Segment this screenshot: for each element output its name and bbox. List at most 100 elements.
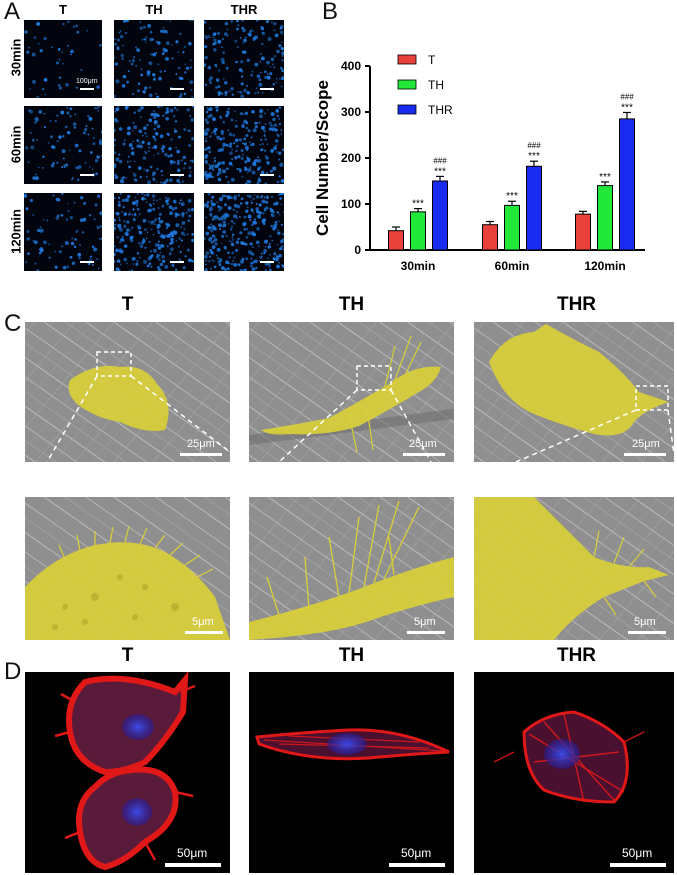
- micrograph-scale-bar: [170, 174, 184, 176]
- y-tick-label: 300: [341, 105, 361, 119]
- micrograph-nuclei: [204, 20, 284, 98]
- sem-t-zoom-scale-bar: [185, 631, 223, 634]
- sem-t-overview-scale-label: 25μm: [187, 438, 215, 450]
- panel-d-letter: D: [4, 658, 22, 685]
- panel-c-col-header-thr: THR: [556, 294, 597, 315]
- micrograph-thr-60min: [204, 106, 284, 184]
- legend-swatch-th: [397, 79, 417, 90]
- panel-c-letter: C: [4, 310, 22, 337]
- significance-stars: ***: [621, 102, 633, 113]
- confocal-th-scale-label: 50μm: [401, 846, 432, 860]
- sem-t-zoom-scale-label: 5μm: [192, 616, 214, 628]
- panel-a-col-header-thr: THR: [230, 2, 258, 17]
- y-tick-label: 400: [341, 59, 361, 73]
- micrograph-scale-bar: [260, 261, 274, 263]
- y-tick-label: 0: [354, 243, 361, 257]
- sem-t-overview: 25μm: [25, 322, 230, 462]
- bar-thr-60min: [526, 165, 542, 251]
- sem-th-overview-scale-bar: [403, 453, 445, 456]
- micrograph-th-120min: [114, 193, 194, 271]
- confocal-t-scale-label: 50μm: [177, 846, 208, 860]
- x-tick-label: 60min: [495, 259, 530, 273]
- bar-th-120min: [597, 185, 613, 251]
- panel-a-letter: A: [4, 0, 21, 25]
- bar-t-60min: [482, 224, 498, 251]
- sem-thr-overview-image: [474, 322, 674, 462]
- micrograph-nuclei: [204, 193, 284, 271]
- bar-thr-120min: [619, 118, 635, 251]
- sem-t-zoom-image: [25, 497, 230, 640]
- legend-label-th: TH: [428, 78, 444, 92]
- micrograph-nuclei: [114, 106, 194, 184]
- panel-a-row-header-30min: 30min: [8, 38, 24, 77]
- confocal-thr-scale-bar: [610, 863, 666, 867]
- sem-th-overview-scale-label: 25μm: [409, 438, 437, 450]
- confocal-th: 50μm: [249, 672, 454, 873]
- micrograph-scale-label: 100μm: [76, 78, 98, 85]
- micrograph-scale-bar: [80, 261, 94, 263]
- bar-t-120min: [575, 213, 591, 251]
- legend-label-thr: THR: [428, 103, 453, 117]
- legend-swatch-t: [397, 54, 417, 65]
- bar-t-30min: [388, 230, 404, 251]
- panel-b-letter: B: [322, 0, 339, 25]
- sem-thr-zoom: 5μm: [474, 497, 674, 640]
- bar-th-60min: [504, 204, 520, 251]
- sem-th-zoom-image: [249, 497, 454, 640]
- micrograph-scale-bar: [80, 174, 94, 176]
- panel-b-bar-chart: 0 100 200 300 400 Cell Number/Scope 30min *** **…: [313, 53, 645, 273]
- sem-th-overview-image: [249, 322, 454, 462]
- sem-t-overview-scale-bar: [180, 453, 222, 456]
- significance-stars: ***: [528, 151, 540, 162]
- confocal-thr-scale-label: 50μm: [622, 846, 653, 860]
- confocal-t-scale-bar: [165, 863, 221, 867]
- sem-th-zoom: 5μm: [249, 497, 454, 640]
- sem-thr-zoom-scale-bar: [628, 631, 666, 634]
- micrograph-nuclei: [24, 193, 102, 271]
- micrograph-nuclei: [114, 20, 194, 98]
- significance-stars: ***: [412, 199, 424, 210]
- x-tick-label: 30min: [401, 259, 436, 273]
- significance-stars: ***: [599, 172, 611, 183]
- significance-hashes: ###: [620, 92, 634, 101]
- confocal-t: 50μm: [25, 672, 230, 873]
- micrograph-nuclei: [24, 20, 102, 98]
- panel-d-col-header-th: TH: [338, 645, 365, 666]
- sem-th-overview: 25μm: [249, 322, 454, 462]
- micrograph-nuclei: [114, 193, 194, 271]
- sem-t-zoom: 5μm: [25, 497, 230, 640]
- confocal-thr-image: [493, 710, 645, 804]
- panel-a-row-header-60min: 60min: [8, 125, 24, 164]
- bar-thr-30min: [432, 180, 448, 251]
- micrograph-th-60min: [114, 106, 194, 184]
- sem-thr-overview-scale-bar: [624, 453, 666, 456]
- panel-d-col-header-t: T: [121, 645, 134, 666]
- micrograph-scale-bar: [80, 88, 94, 90]
- panel-c-col-header-th: TH: [338, 294, 365, 315]
- sem-t-overview-image: [25, 322, 230, 462]
- micrograph-t-30min: 100μm: [24, 20, 102, 98]
- panel-d-col-header-thr: THR: [556, 645, 597, 666]
- micrograph-thr-30min: [204, 20, 284, 98]
- confocal-t-image: [54, 672, 196, 871]
- micrograph-scale-bar: [170, 261, 184, 263]
- micrograph-t-120min: [24, 193, 102, 271]
- micrograph-scale-bar: [170, 88, 184, 90]
- confocal-th-scale-bar: [389, 863, 445, 867]
- sem-thr-overview: 25μm: [474, 322, 674, 462]
- significance-hashes: ###: [527, 141, 541, 150]
- significance-stars: ***: [434, 166, 446, 177]
- y-tick-label: 200: [341, 151, 361, 165]
- micrograph-nuclei: [25, 106, 102, 181]
- micrograph-th-30min: [114, 20, 194, 98]
- micrograph-scale-bar: [260, 174, 274, 176]
- panel-a-col-header-t: T: [59, 2, 67, 17]
- micrograph-nuclei: [204, 106, 284, 184]
- bar-th-30min: [410, 211, 426, 251]
- y-axis-title: Cell Number/Scope: [313, 80, 332, 236]
- panel-a-col-header-th: TH: [145, 2, 163, 17]
- significance-stars: ***: [506, 191, 518, 202]
- micrograph-t-60min: [24, 106, 102, 184]
- legend-swatch-thr: [397, 104, 417, 115]
- sem-thr-zoom-image: [474, 497, 674, 640]
